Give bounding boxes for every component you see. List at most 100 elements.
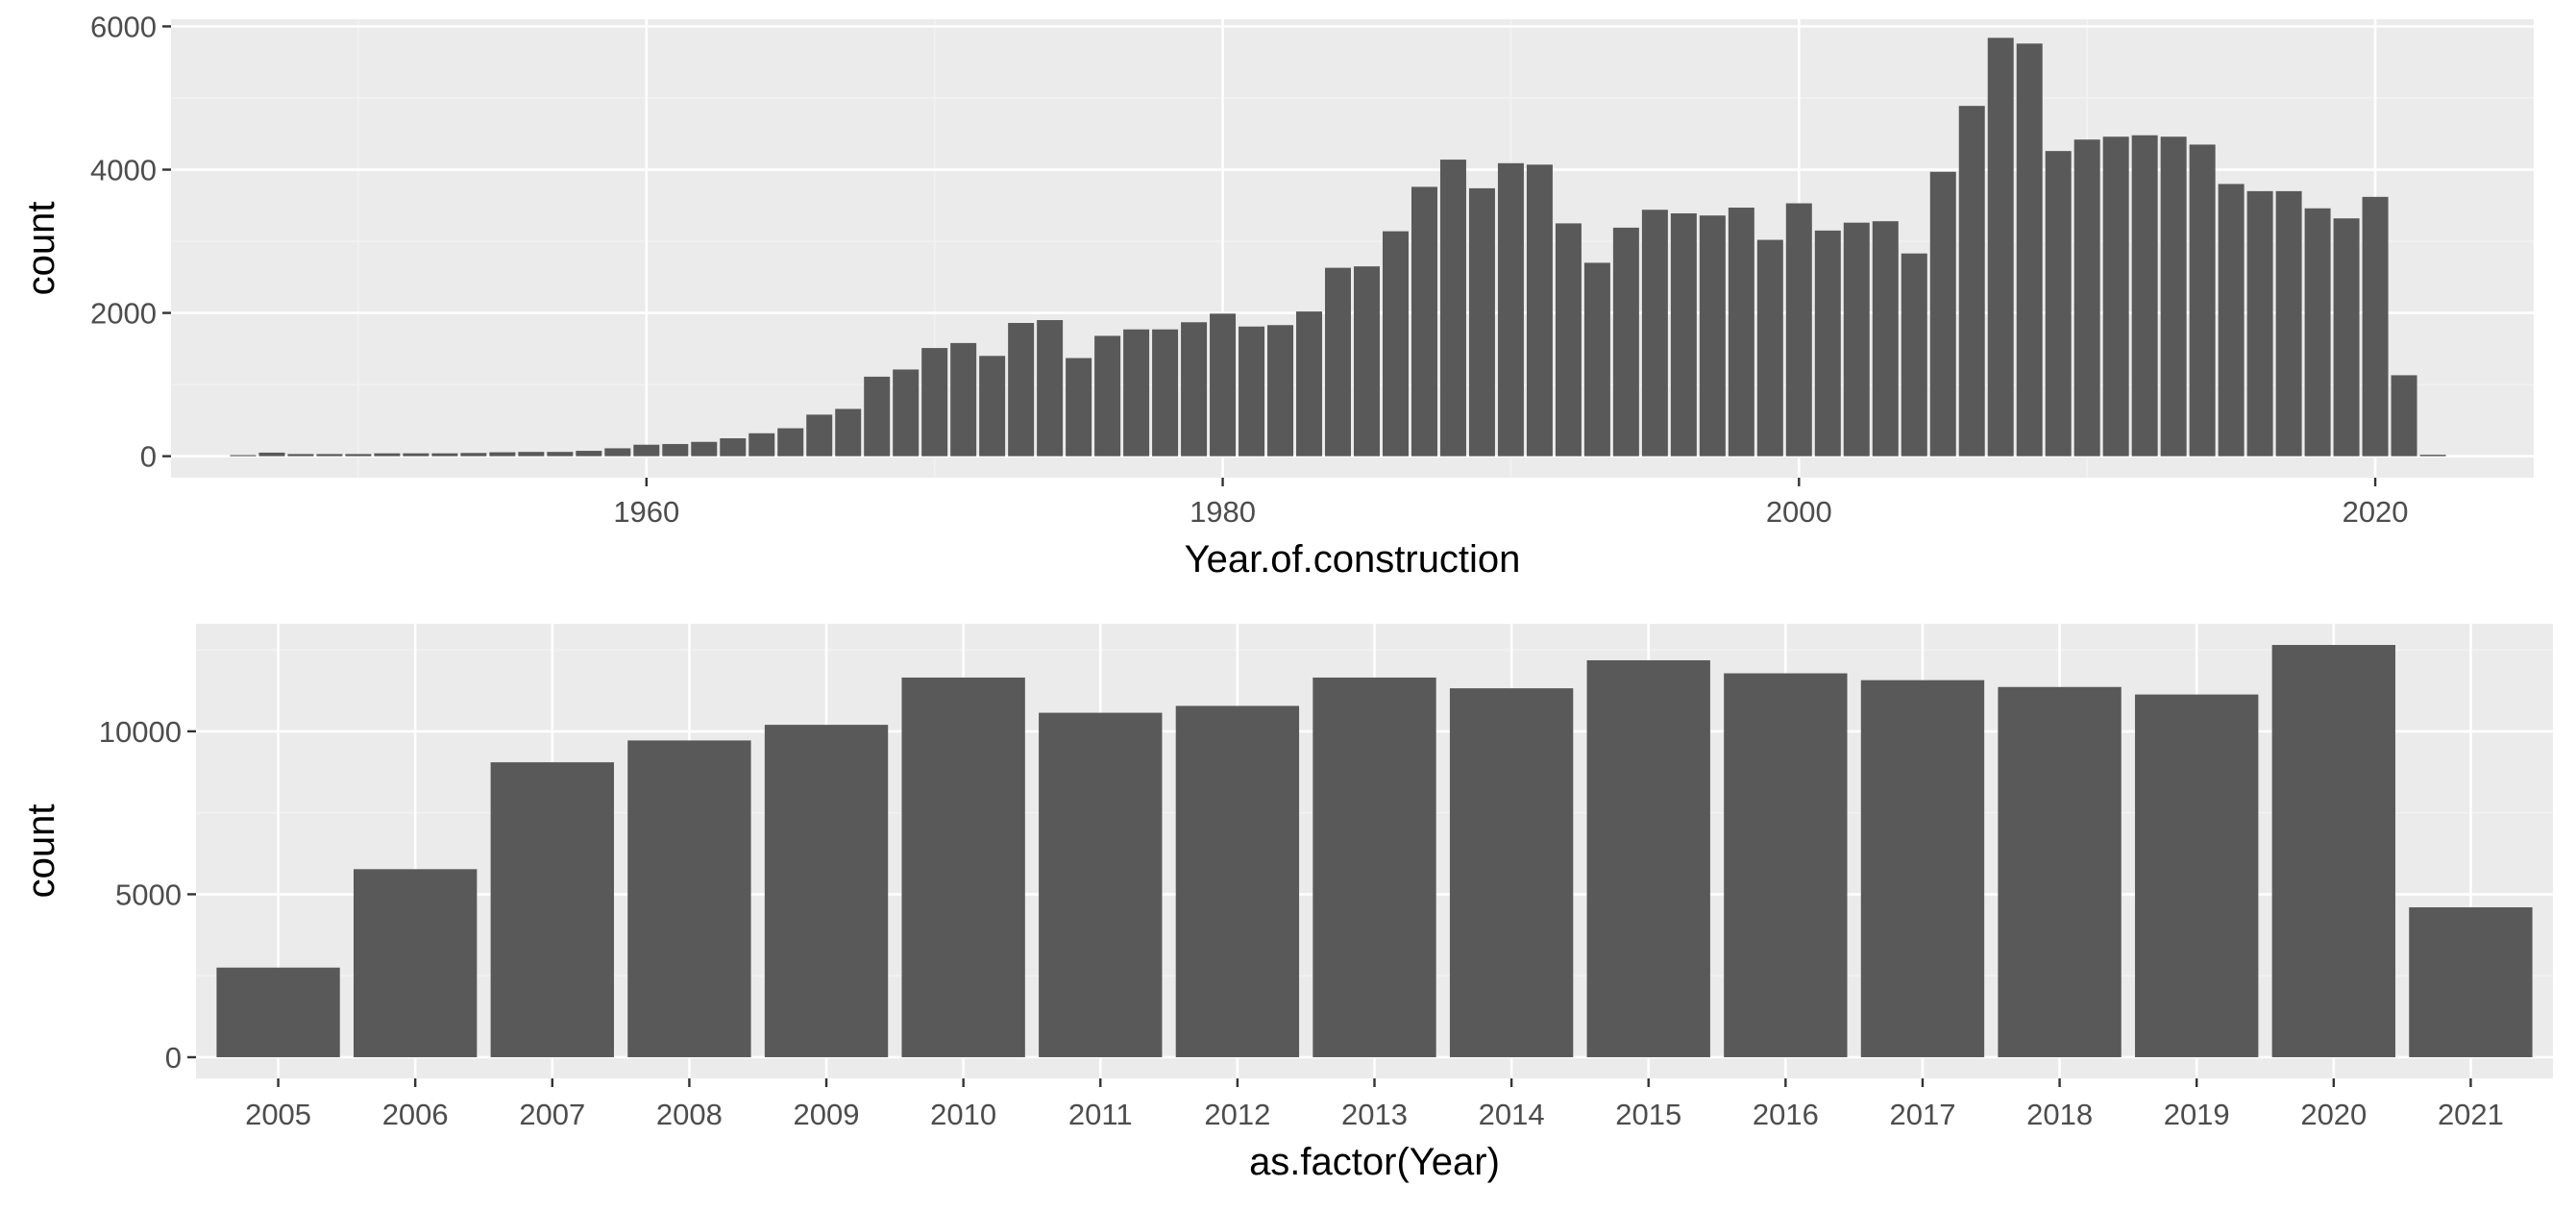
chart-1-bar: [547, 452, 574, 457]
chart-1-bar: [1872, 221, 1899, 457]
chart-2-bar: [354, 869, 478, 1057]
chart-1-bar: [1468, 187, 1495, 457]
chart-2-bar: [764, 725, 889, 1057]
chart-1-bar: [431, 453, 458, 457]
chart-1-bar: [1325, 267, 1352, 457]
chart-1-bar: [2073, 139, 2100, 457]
chart-1-xtick-label: 2000: [1766, 495, 1832, 529]
chart-1-bar: [2131, 135, 2158, 457]
chart-2-xtick-label: 2017: [1889, 1098, 1955, 1131]
chart-1-bar: [2362, 196, 2389, 457]
chart-2-xtick-label: 2008: [656, 1098, 723, 1131]
chart-1-bar: [2016, 43, 2043, 457]
chart-2-bar: [2409, 906, 2533, 1057]
chart-1-bar: [287, 454, 314, 457]
chart-1-bar: [1123, 329, 1150, 457]
chart-1-bar: [2246, 190, 2273, 457]
chart-1-bar: [777, 428, 804, 457]
chart-1-bar: [316, 454, 343, 457]
chart-2-xtick-label: 2015: [1615, 1098, 1681, 1131]
chart-1-bar: [1239, 326, 1265, 457]
chart-1-ytick-label: 4000: [90, 154, 157, 187]
chart-1-bar: [2102, 136, 2129, 457]
chart-2-bar: [1998, 686, 2122, 1057]
chart-1-bar: [1929, 171, 1956, 457]
chart-1-bar: [1181, 322, 1208, 457]
chart-1-bar: [1612, 227, 1639, 457]
chart-1-bar: [2391, 375, 2417, 457]
chart-2-xtick-label: 2018: [2026, 1098, 2093, 1131]
chart-1-xlabel: Year.of.construction: [1185, 538, 1521, 581]
chart-2-xtick-label: 2011: [1068, 1098, 1133, 1131]
chart-1-bar: [374, 453, 401, 457]
chart-2-xtick-label: 2006: [382, 1098, 449, 1131]
chart-2-ytick-label: 5000: [115, 878, 182, 911]
chart-1-bar: [1382, 231, 1409, 457]
chart-2-xtick-label: 2016: [1753, 1098, 1819, 1131]
chart-1-bar: [576, 451, 602, 457]
chart-2-xlabel: as.factor(Year): [1249, 1141, 1500, 1183]
chart-1-bar: [403, 453, 429, 457]
chart-2-xtick-label: 2010: [930, 1098, 996, 1131]
chart-1-bar: [979, 356, 1006, 457]
chart-2-xtick-label: 2009: [794, 1098, 860, 1131]
chart-2-bar: [627, 740, 751, 1057]
chart-2-xtick-label: 2014: [1479, 1098, 1545, 1131]
chart-1-bar: [864, 376, 891, 457]
chart-2: 0 5000 10000 2005 2006 2007 2008 2009 2010 2011 20…: [20, 624, 2553, 1183]
chart-1-bar: [1814, 230, 1841, 457]
chart-1-ytick-label: 2000: [90, 297, 157, 331]
chart-1: 0 2000 4000 6000 1960 1980 2000 2020 Year.of.con…: [20, 10, 2534, 581]
chart-1-bar: [1296, 311, 1323, 457]
chart-1-bar: [1699, 215, 1726, 457]
chart-1-bar: [1901, 253, 1927, 457]
chart-1-bar: [460, 453, 487, 457]
chart-1-bar: [345, 454, 372, 457]
chart-1-bar: [1210, 313, 1237, 457]
chart-2-bar: [490, 762, 614, 1057]
chart-1-bar: [1958, 106, 1985, 457]
chart-2-xtick-label: 2021: [2438, 1098, 2504, 1131]
chart-1-bar: [633, 444, 660, 457]
chart-1-bar: [748, 433, 775, 457]
chart-1-bar: [835, 408, 862, 457]
chart-1-bar: [1843, 222, 1870, 457]
chart-2-ylabel: count: [20, 804, 62, 899]
chart-1-ytick-label: 0: [140, 440, 157, 474]
chart-2-xtick-label: 2012: [1204, 1098, 1270, 1131]
chart-1-bar: [1526, 164, 1553, 457]
chart-1-bar: [2160, 136, 2187, 457]
chart-1-bar: [1583, 262, 1610, 457]
chart-2-xtick-label: 2020: [2300, 1098, 2367, 1131]
chart-1-bar: [1353, 266, 1380, 457]
chart-1-bar: [2189, 144, 2216, 457]
chart-1-bar: [1411, 186, 1437, 457]
chart-1-bar: [893, 369, 920, 457]
chart-2-bar: [1586, 659, 1710, 1057]
chart-1-bar: [1439, 160, 1466, 457]
chart-1-bar: [518, 452, 545, 457]
chart-2-bar: [2135, 694, 2259, 1057]
chart-2-bar: [216, 967, 340, 1057]
chart-1-bar: [2419, 455, 2446, 457]
chart-1-bar: [1785, 203, 1812, 457]
chart-1-bar: [921, 348, 948, 457]
chart-1-bar: [2304, 208, 2331, 457]
chart-1-bar: [604, 448, 631, 457]
chart-1-bar: [691, 441, 718, 457]
chart-1-bar: [230, 455, 257, 457]
chart-2-xtick-label: 2005: [245, 1098, 311, 1131]
chart-2-bar: [901, 677, 1025, 1057]
chart-1-bar: [1094, 335, 1121, 457]
chart-2-xtick-label: 2007: [519, 1098, 585, 1131]
chart-1-bar: [1152, 329, 1179, 457]
chart-1-bar: [1728, 208, 1754, 457]
chart-1-xtick-label: 1980: [1190, 495, 1256, 529]
chart-2-bar: [1449, 688, 1574, 1057]
chart-1-bar: [950, 342, 977, 457]
chart-1-bar: [1555, 223, 1582, 457]
chart-2-bar: [1039, 712, 1163, 1057]
chart-1-bar: [2333, 218, 2360, 457]
